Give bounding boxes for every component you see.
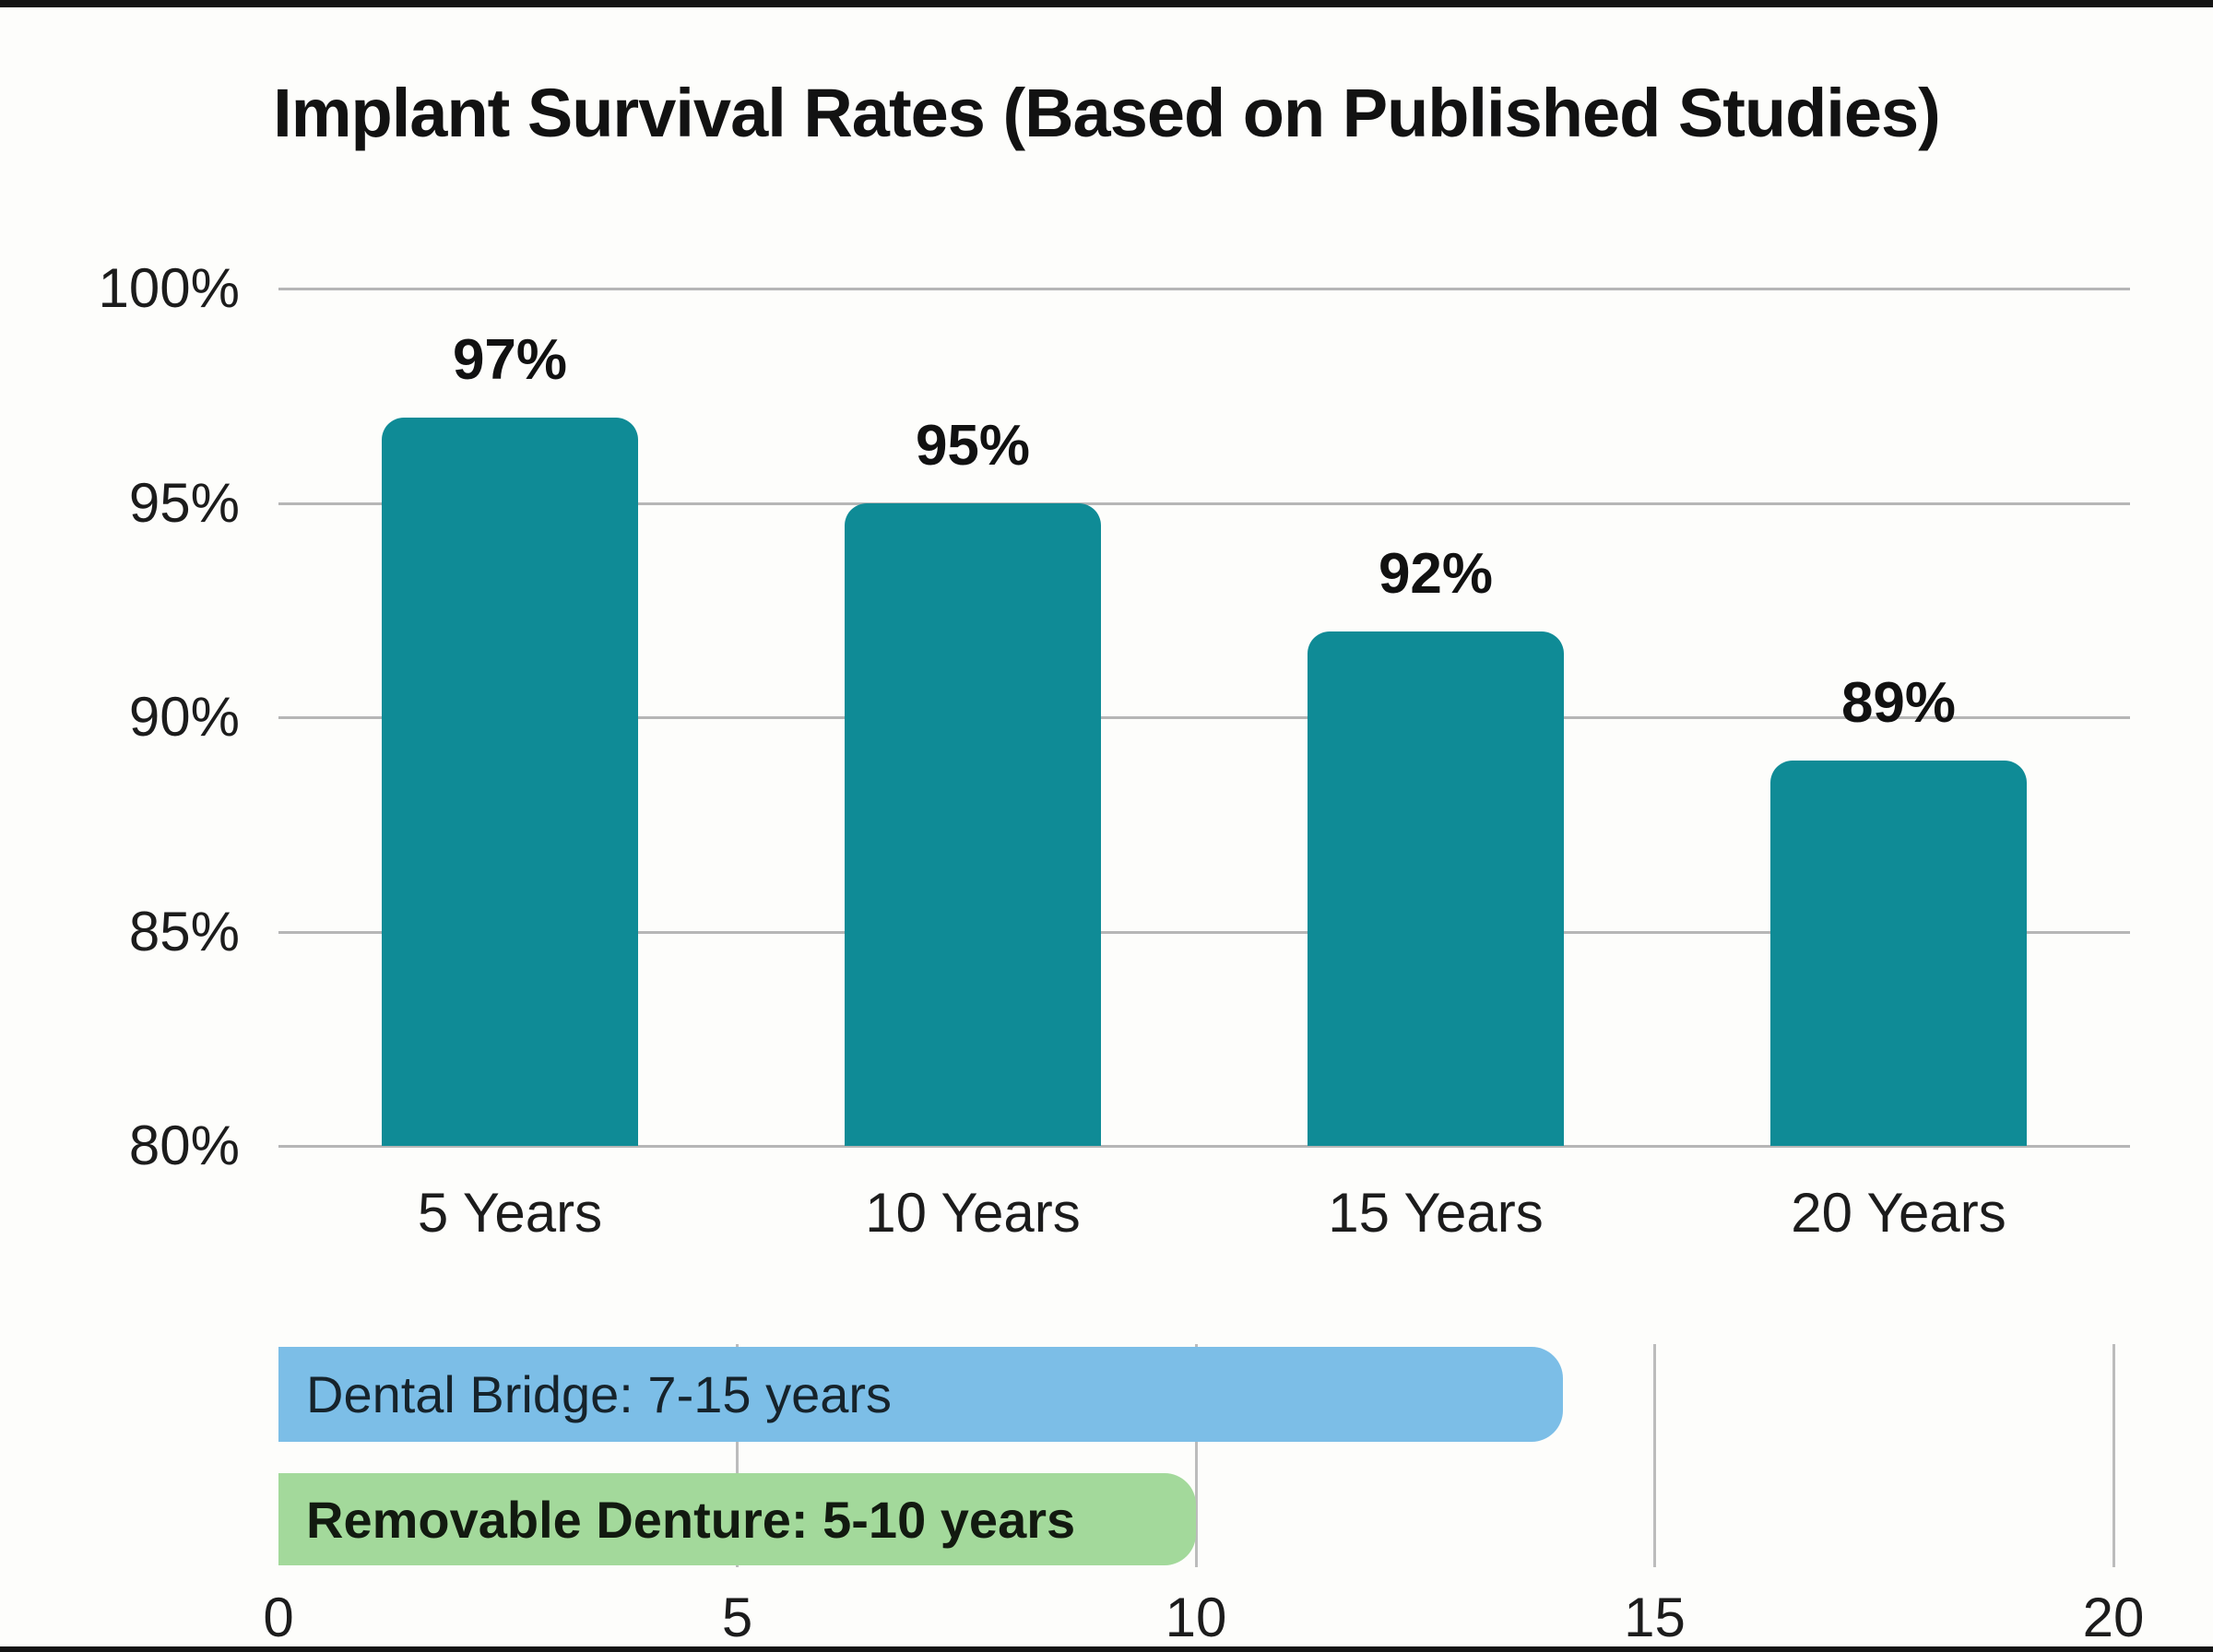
top-edge-line	[0, 0, 2213, 7]
bar-value-label: 95%	[915, 413, 1031, 478]
bar-15-years	[1308, 631, 1564, 1146]
gridline-5	[736, 1344, 739, 1567]
gridline-85	[278, 930, 2130, 934]
y-axis-tick-label: 100%	[98, 257, 240, 319]
bar-value-label: 97%	[452, 327, 568, 392]
bar-10-years	[845, 502, 1101, 1146]
bar-5-years	[382, 417, 638, 1146]
gridline-95	[278, 502, 2130, 505]
gridline-80	[278, 1145, 2130, 1148]
y-axis-tick-label: 80%	[128, 1115, 240, 1176]
chart-title: Implant Survival Rates (Based on Publish…	[273, 75, 1941, 151]
x-axis-tick-label: 10	[1165, 1587, 1227, 1648]
bar-20-years	[1770, 760, 2027, 1146]
bar-value-label: 89%	[1840, 670, 1957, 735]
gridline-15	[1653, 1344, 1656, 1567]
bottom-edge-line	[0, 1646, 2213, 1652]
x-axis-tick-label: 0	[263, 1587, 294, 1648]
y-axis-tick-label: 85%	[128, 900, 240, 962]
gridline-90	[278, 716, 2130, 719]
x-axis-tick-label: 5	[721, 1587, 753, 1648]
x-axis-category-label: 15 Years	[1328, 1182, 1544, 1244]
gridline-100	[278, 288, 2130, 290]
lifespan-bar-dental-bridge: Dental Bridge: 7-15 years	[278, 1347, 1563, 1442]
lifespan-bar-removable-denture: Removable Denture: 5-10 years	[278, 1473, 1196, 1565]
x-axis-tick-label: 15	[1624, 1587, 1686, 1648]
x-axis-category-label: 5 Years	[417, 1182, 603, 1244]
y-axis-tick-label: 95%	[128, 471, 240, 534]
x-axis-tick-label: 20	[2082, 1587, 2145, 1648]
bar-value-label: 92%	[1378, 542, 1494, 606]
y-axis-tick-label: 90%	[128, 686, 240, 748]
x-axis-category-label: 20 Years	[1791, 1182, 2006, 1244]
gridline-10	[1194, 1344, 1198, 1567]
gridline-20	[2112, 1344, 2115, 1567]
x-axis-category-label: 10 Years	[865, 1182, 1081, 1244]
